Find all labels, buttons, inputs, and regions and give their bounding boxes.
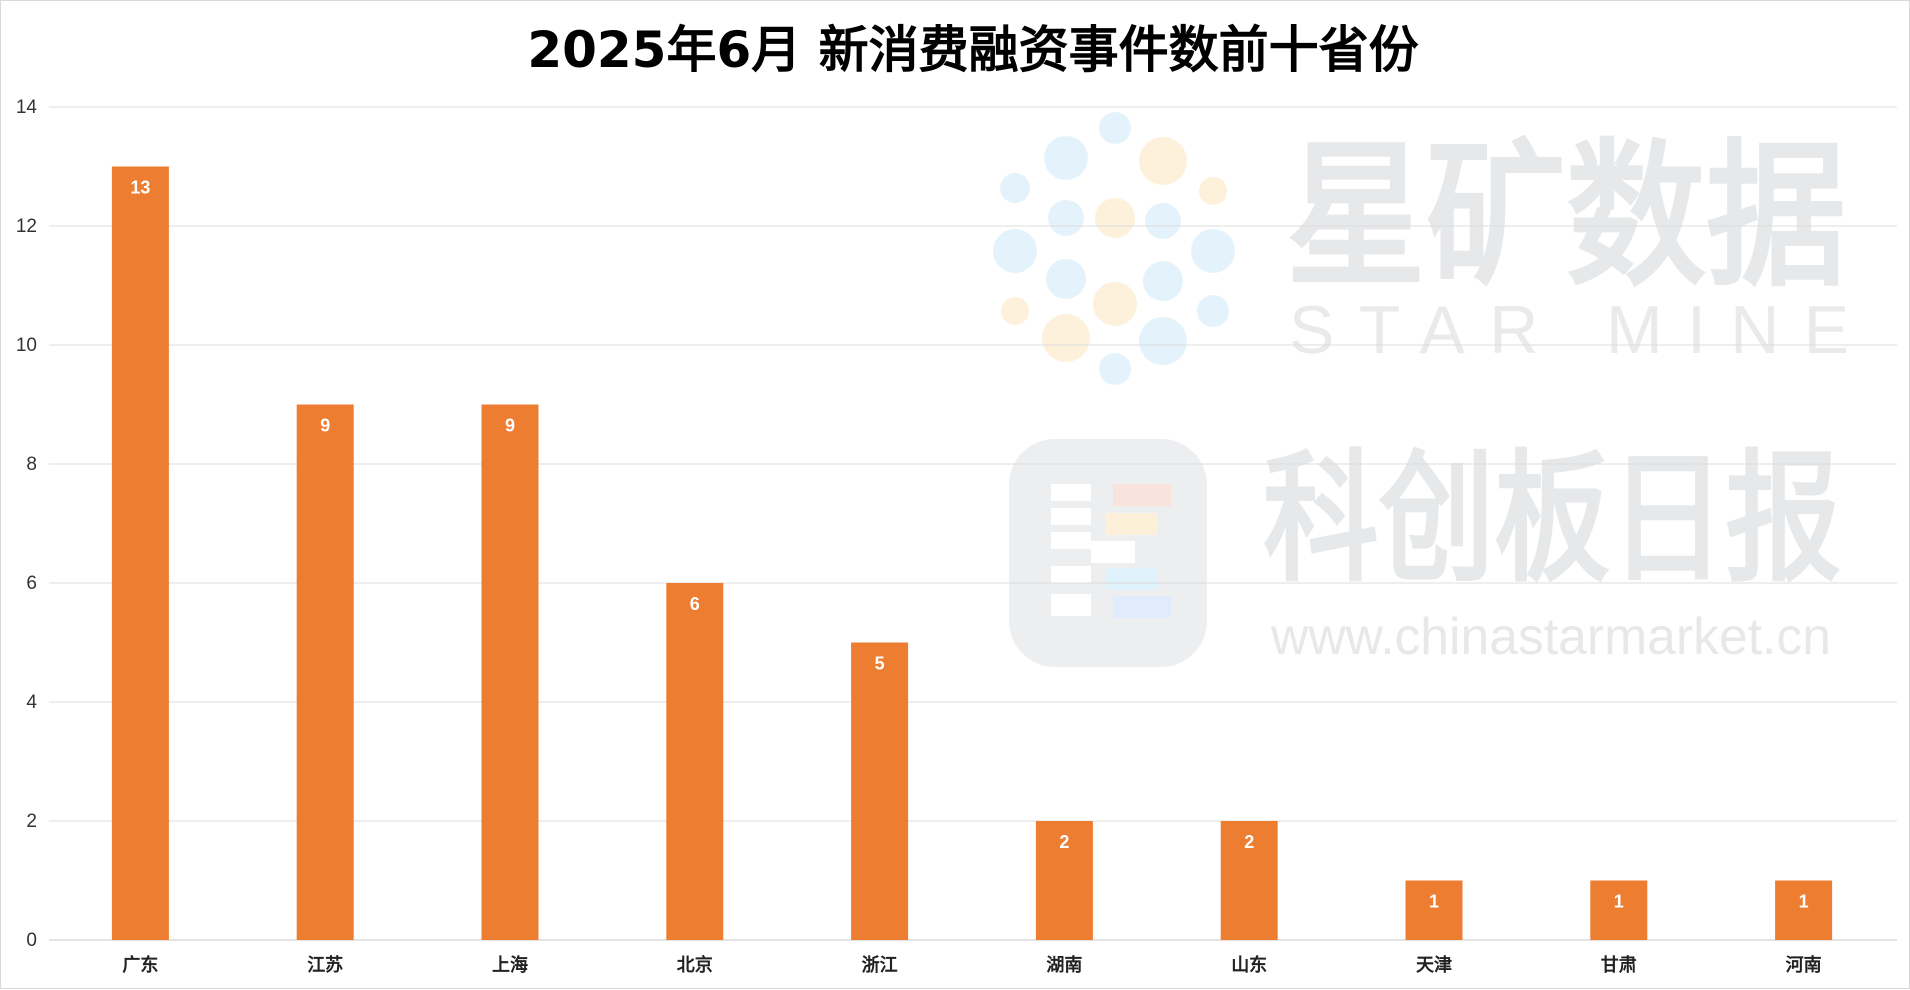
chart-title: 2025年6月 新消费融资事件数前十省份 bbox=[527, 21, 1418, 79]
y-tick-label: 6 bbox=[26, 573, 37, 594]
bar-value-label: 2 bbox=[1244, 832, 1254, 852]
y-tick-label: 12 bbox=[16, 216, 37, 237]
y-tick-label: 14 bbox=[16, 97, 38, 118]
x-tick-label: 山东 bbox=[1231, 954, 1267, 976]
x-tick-label: 浙江 bbox=[862, 954, 898, 976]
x-tick-label: 河南 bbox=[1786, 954, 1822, 976]
y-axis: 0 2 4 6 8 10 12 14 bbox=[16, 97, 38, 951]
bar bbox=[666, 583, 724, 940]
bar bbox=[481, 404, 539, 940]
star-mine-logo-dots bbox=[993, 112, 1235, 385]
bar bbox=[111, 166, 169, 940]
chinastarmarket-logo-icon bbox=[1009, 439, 1207, 667]
bar-value-label: 5 bbox=[875, 654, 885, 674]
x-tick-label: 湖南 bbox=[1046, 954, 1082, 976]
bar bbox=[1405, 880, 1463, 940]
bar bbox=[296, 404, 354, 940]
gridlines bbox=[49, 106, 1897, 941]
bar-value-label: 2 bbox=[1059, 832, 1069, 852]
x-tick-label: 天津 bbox=[1416, 954, 1452, 976]
bar-value-label: 1 bbox=[1614, 892, 1624, 912]
y-tick-label: 8 bbox=[26, 454, 37, 475]
bar-value-label: 9 bbox=[505, 416, 515, 436]
bar bbox=[1590, 880, 1648, 940]
bar-value-label: 6 bbox=[690, 594, 700, 614]
x-axis: 广东 江苏 上海 北京 浙江 湖南 山东 天津 甘肃 河南 bbox=[122, 954, 1821, 976]
x-tick-label: 甘肃 bbox=[1601, 954, 1637, 976]
x-tick-label: 北京 bbox=[677, 954, 713, 976]
watermark-url: www.chinastarmarket.cn bbox=[1270, 608, 1831, 666]
bar bbox=[1775, 880, 1833, 940]
x-tick-label: 上海 bbox=[492, 954, 528, 976]
watermark-brand-cn: 星矿数据 bbox=[1286, 125, 1846, 309]
watermark: 星矿数据 STAR MINE 科创板日报 www.chinastarmarket… bbox=[993, 112, 1849, 667]
watermark-brand-en: STAR MINE bbox=[1289, 292, 1849, 368]
bar-value-label: 9 bbox=[320, 416, 330, 436]
y-tick-label: 0 bbox=[26, 930, 37, 951]
bar-value-label: 1 bbox=[1429, 892, 1439, 912]
y-tick-label: 4 bbox=[26, 692, 37, 713]
bar bbox=[1035, 821, 1093, 940]
bar bbox=[851, 642, 909, 940]
x-tick-label: 江苏 bbox=[307, 954, 343, 976]
bar bbox=[1220, 821, 1278, 940]
watermark-paper-cn: 科创板日报 bbox=[1263, 437, 1841, 602]
x-tick-label: 广东 bbox=[122, 954, 158, 976]
bar-value-label: 13 bbox=[130, 178, 150, 198]
bars: 13 9 9 6 5 2 2 1 1 1 bbox=[111, 166, 1833, 940]
bar-value-label: 1 bbox=[1799, 892, 1809, 912]
y-tick-label: 10 bbox=[16, 335, 37, 356]
y-tick-label: 2 bbox=[26, 811, 37, 832]
